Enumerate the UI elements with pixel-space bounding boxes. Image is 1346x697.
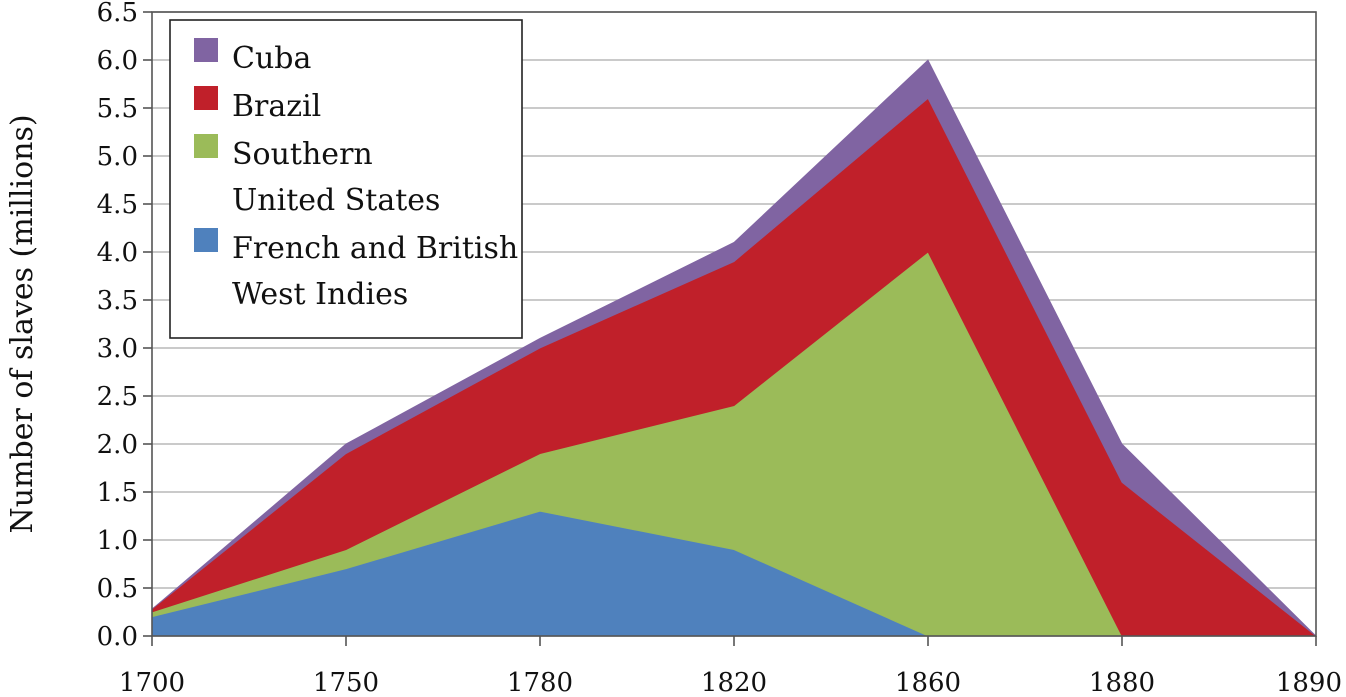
legend-swatch [194, 38, 218, 62]
legend-swatch [194, 134, 218, 158]
legend-item-brazil: Brazil [194, 86, 321, 124]
x-tick-label: 1890 [1276, 668, 1342, 697]
y-tick-label: 5.5 [97, 94, 138, 124]
y-tick-label: 2.5 [97, 382, 138, 412]
legend-item-southern-united-states: Southern United States [194, 134, 440, 218]
x-tick-label: 1820 [701, 668, 767, 697]
y-tick-label: 5.0 [97, 142, 138, 172]
y-tick-labels: 0.0 0.5 1.0 1.5 2.0 2.5 3.0 3.5 4.0 4.5 5.0 5.5 6.0 6… [97, 0, 138, 652]
x-tick-labels: 1700 1750 1780 1820 1860 1880 1890 [119, 668, 1342, 697]
y-tick-label: 6.0 [97, 46, 138, 76]
x-tick-label: 1750 [313, 668, 379, 697]
axes [143, 11, 1317, 646]
y-tick-label: 6.5 [97, 0, 138, 28]
y-tick-label: 4.0 [97, 238, 138, 268]
legend-label: French and British West Indies [232, 231, 518, 312]
legend-label: Cuba [232, 41, 311, 76]
legend-swatch [194, 86, 218, 110]
legend-label: Southern United States [232, 137, 440, 218]
x-tick-label: 1860 [895, 668, 961, 697]
y-axis-label: Number of slaves (millions) [5, 114, 40, 533]
legend-item-french-and-british-west-indies: French and British West Indies [194, 228, 518, 312]
y-tick-label: 3.0 [97, 334, 138, 364]
legend-box [169, 19, 523, 339]
legend: Cuba Brazil Southern United States French an… [169, 19, 523, 339]
legend-swatch [194, 228, 218, 252]
y-tick-label: 1.0 [97, 526, 138, 556]
y-tick-label: 2.0 [97, 430, 138, 460]
y-tick-label: 3.5 [97, 286, 138, 316]
x-tick-label: 1700 [119, 668, 185, 697]
y-tick-label: 1.5 [97, 478, 138, 508]
y-tick-label: 0.0 [97, 622, 138, 652]
y-tick-label: 4.5 [97, 190, 138, 220]
x-tick-label: 1880 [1089, 668, 1155, 697]
legend-item-cuba: Cuba [194, 38, 311, 76]
y-tick-label: 0.5 [97, 574, 138, 604]
x-tick-label: 1780 [507, 668, 573, 697]
legend-label: Brazil [232, 89, 321, 124]
